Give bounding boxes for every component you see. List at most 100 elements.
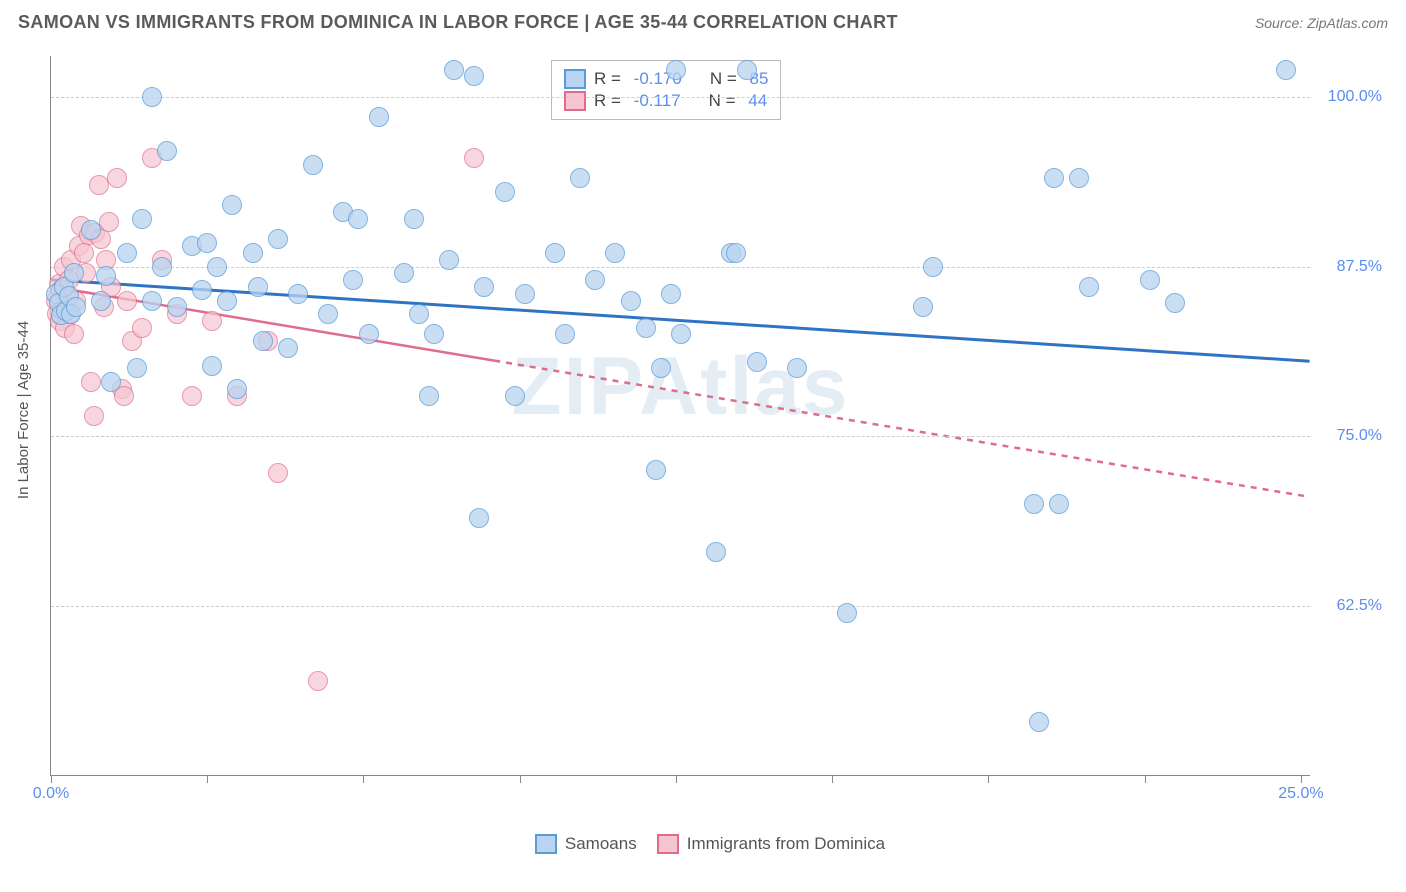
swatch-icon <box>657 834 679 854</box>
data-point <box>207 257 227 277</box>
legend-row: R = -0.117 N = 44 <box>564 91 768 111</box>
r-label: R = <box>594 69 621 89</box>
data-point <box>64 324 84 344</box>
data-point <box>666 60 686 80</box>
data-point <box>117 291 137 311</box>
legend-label: Immigrants from Dominica <box>687 834 885 854</box>
watermark: ZIPAtlas <box>512 340 850 434</box>
data-point <box>142 291 162 311</box>
data-point <box>303 155 323 175</box>
data-point <box>505 386 525 406</box>
y-gridline <box>51 436 1310 437</box>
x-tick-label: 0.0% <box>33 785 69 803</box>
data-point <box>394 263 414 283</box>
plot-area: ZIPAtlas R = -0.170N = 85R = -0.117N = 4… <box>50 56 1310 776</box>
data-point <box>1079 277 1099 297</box>
y-gridline <box>51 606 1310 607</box>
data-point <box>495 182 515 202</box>
data-point <box>515 284 535 304</box>
data-point <box>1276 60 1296 80</box>
data-point <box>117 243 137 263</box>
data-point <box>227 379 247 399</box>
x-tick <box>1301 775 1302 783</box>
data-point <box>74 243 94 263</box>
data-point <box>636 318 656 338</box>
data-point <box>1049 494 1069 514</box>
legend-item-samoans: Samoans <box>535 834 637 854</box>
data-point <box>1140 270 1160 290</box>
data-point <box>837 603 857 623</box>
data-point <box>278 338 298 358</box>
data-point <box>268 229 288 249</box>
x-tick <box>51 775 52 783</box>
data-point <box>132 318 152 338</box>
y-tick-label: 75.0% <box>1337 427 1382 445</box>
data-point <box>152 257 172 277</box>
data-point <box>404 209 424 229</box>
x-tick <box>832 775 833 783</box>
data-point <box>101 372 121 392</box>
data-point <box>157 141 177 161</box>
data-point <box>127 358 147 378</box>
data-point <box>81 220 101 240</box>
data-point <box>81 372 101 392</box>
swatch-icon <box>564 91 586 111</box>
data-point <box>464 148 484 168</box>
data-point <box>132 209 152 229</box>
data-point <box>202 356 222 376</box>
data-point <box>474 277 494 297</box>
x-tick <box>988 775 989 783</box>
chart-header: SAMOAN VS IMMIGRANTS FROM DOMINICA IN LA… <box>0 0 1406 41</box>
r-label: R = <box>594 91 621 111</box>
data-point <box>343 270 363 290</box>
data-point <box>1029 712 1049 732</box>
chart-wrap: In Labor Force | Age 35-44 ZIPAtlas R = … <box>35 50 1385 820</box>
data-point <box>1069 168 1089 188</box>
data-point <box>747 352 767 372</box>
data-point <box>1044 168 1064 188</box>
y-tick-label: 87.5% <box>1337 258 1382 276</box>
x-tick <box>363 775 364 783</box>
data-point <box>439 250 459 270</box>
data-point <box>369 107 389 127</box>
data-point <box>923 257 943 277</box>
data-point <box>585 270 605 290</box>
data-point <box>308 671 328 691</box>
data-point <box>1165 293 1185 313</box>
data-point <box>787 358 807 378</box>
data-point <box>243 243 263 263</box>
chart-source: Source: ZipAtlas.com <box>1255 15 1388 31</box>
r-value: -0.117 <box>629 91 681 111</box>
data-point <box>197 233 217 253</box>
data-point <box>737 60 757 80</box>
data-point <box>469 508 489 528</box>
data-point <box>182 386 202 406</box>
data-point <box>96 266 116 286</box>
chart-title: SAMOAN VS IMMIGRANTS FROM DOMINICA IN LA… <box>18 12 898 33</box>
n-value: 44 <box>744 91 768 111</box>
data-point <box>222 195 242 215</box>
y-gridline <box>51 97 1310 98</box>
n-label: N = <box>709 91 736 111</box>
data-point <box>91 291 111 311</box>
x-tick-label: 25.0% <box>1278 785 1323 803</box>
data-point <box>318 304 338 324</box>
data-point <box>651 358 671 378</box>
series-legend: Samoans Immigrants from Dominica <box>35 834 1385 854</box>
data-point <box>726 243 746 263</box>
data-point <box>424 324 444 344</box>
n-label: N = <box>710 69 737 89</box>
trend-lines <box>51 56 1310 775</box>
data-point <box>288 284 308 304</box>
data-point <box>545 243 565 263</box>
x-tick <box>1145 775 1146 783</box>
data-point <box>248 277 268 297</box>
x-tick <box>207 775 208 783</box>
data-point <box>706 542 726 562</box>
data-point <box>348 209 368 229</box>
legend-label: Samoans <box>565 834 637 854</box>
data-point <box>444 60 464 80</box>
data-point <box>64 263 84 283</box>
data-point <box>142 87 162 107</box>
y-gridline <box>51 267 1310 268</box>
